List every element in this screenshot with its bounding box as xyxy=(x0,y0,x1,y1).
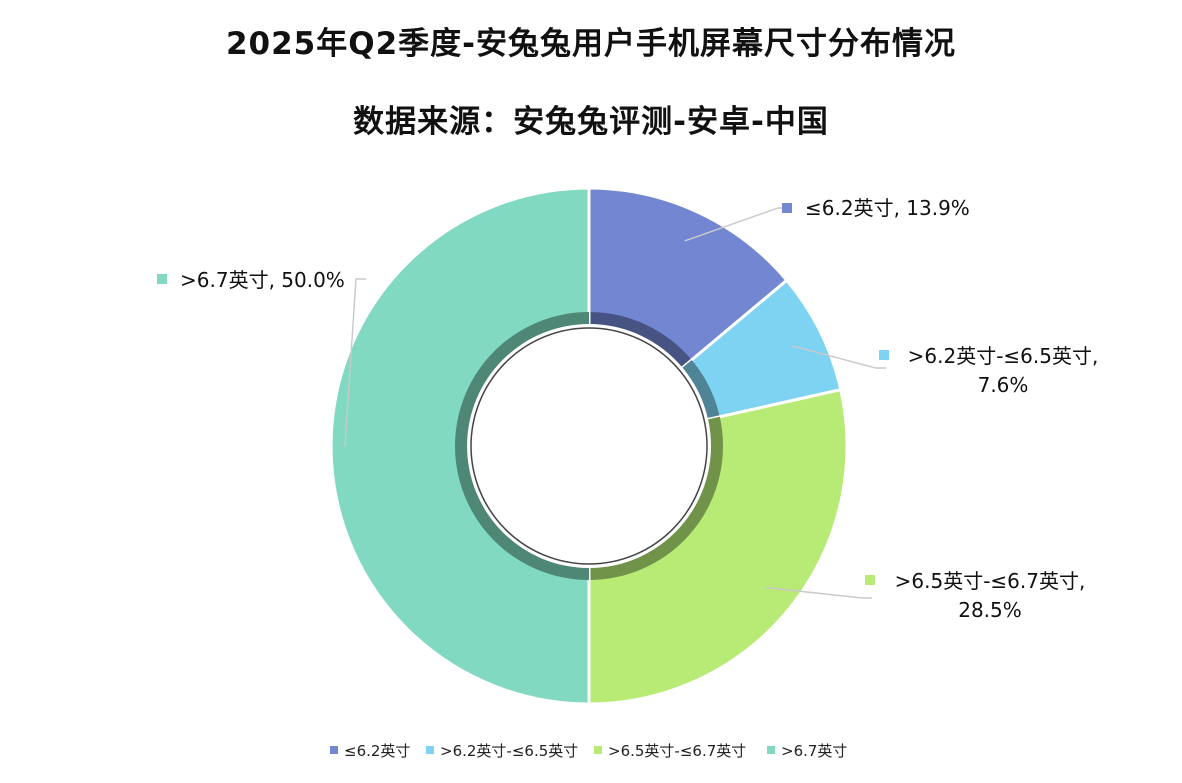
data-label-marker-2 xyxy=(865,575,875,585)
slice-bevel-0 xyxy=(589,312,692,368)
slice-2 xyxy=(587,387,849,706)
legend-label-3: >6.7英寸 xyxy=(781,742,847,760)
data-label-1-line-0: >6.2英寸-≤6.5英寸, xyxy=(908,344,1099,368)
legend-label-1: >6.2英寸-≤6.5英寸 xyxy=(440,742,578,760)
legend-marker-0 xyxy=(330,746,338,754)
leader-line-2 xyxy=(765,586,872,599)
chart-subtitle: 数据来源：安兔兔评测-安卓-中国 xyxy=(353,104,829,140)
legend-marker-3 xyxy=(767,746,775,754)
legend-label-2: >6.5英寸-≤6.7英寸 xyxy=(608,742,746,760)
legend-marker-2 xyxy=(594,746,602,754)
donut-hole xyxy=(470,327,708,565)
data-label-2-line-0: >6.5英寸-≤6.7英寸, xyxy=(895,569,1086,593)
slice-bevel-1 xyxy=(682,359,720,420)
data-label-marker-0 xyxy=(782,203,792,213)
chart-title: 2025年Q2季度-安兔兔用户手机屏幕尺寸分布情况 xyxy=(225,26,957,62)
data-label-marker-3 xyxy=(157,274,167,284)
leader-line-3 xyxy=(344,278,366,447)
leader-line-1 xyxy=(791,345,886,369)
data-label-0-line-0: ≤6.2英寸, 13.9% xyxy=(805,196,970,220)
legend-marker-1 xyxy=(426,746,434,754)
data-label-2-line-1: 28.5% xyxy=(958,598,1022,622)
data-label-1-line-1: 7.6% xyxy=(978,373,1029,397)
data-label-marker-1 xyxy=(879,350,889,360)
legend-label-0: ≤6.2英寸 xyxy=(344,742,410,760)
data-label-3-line-0: >6.7英寸, 50.0% xyxy=(180,268,345,292)
